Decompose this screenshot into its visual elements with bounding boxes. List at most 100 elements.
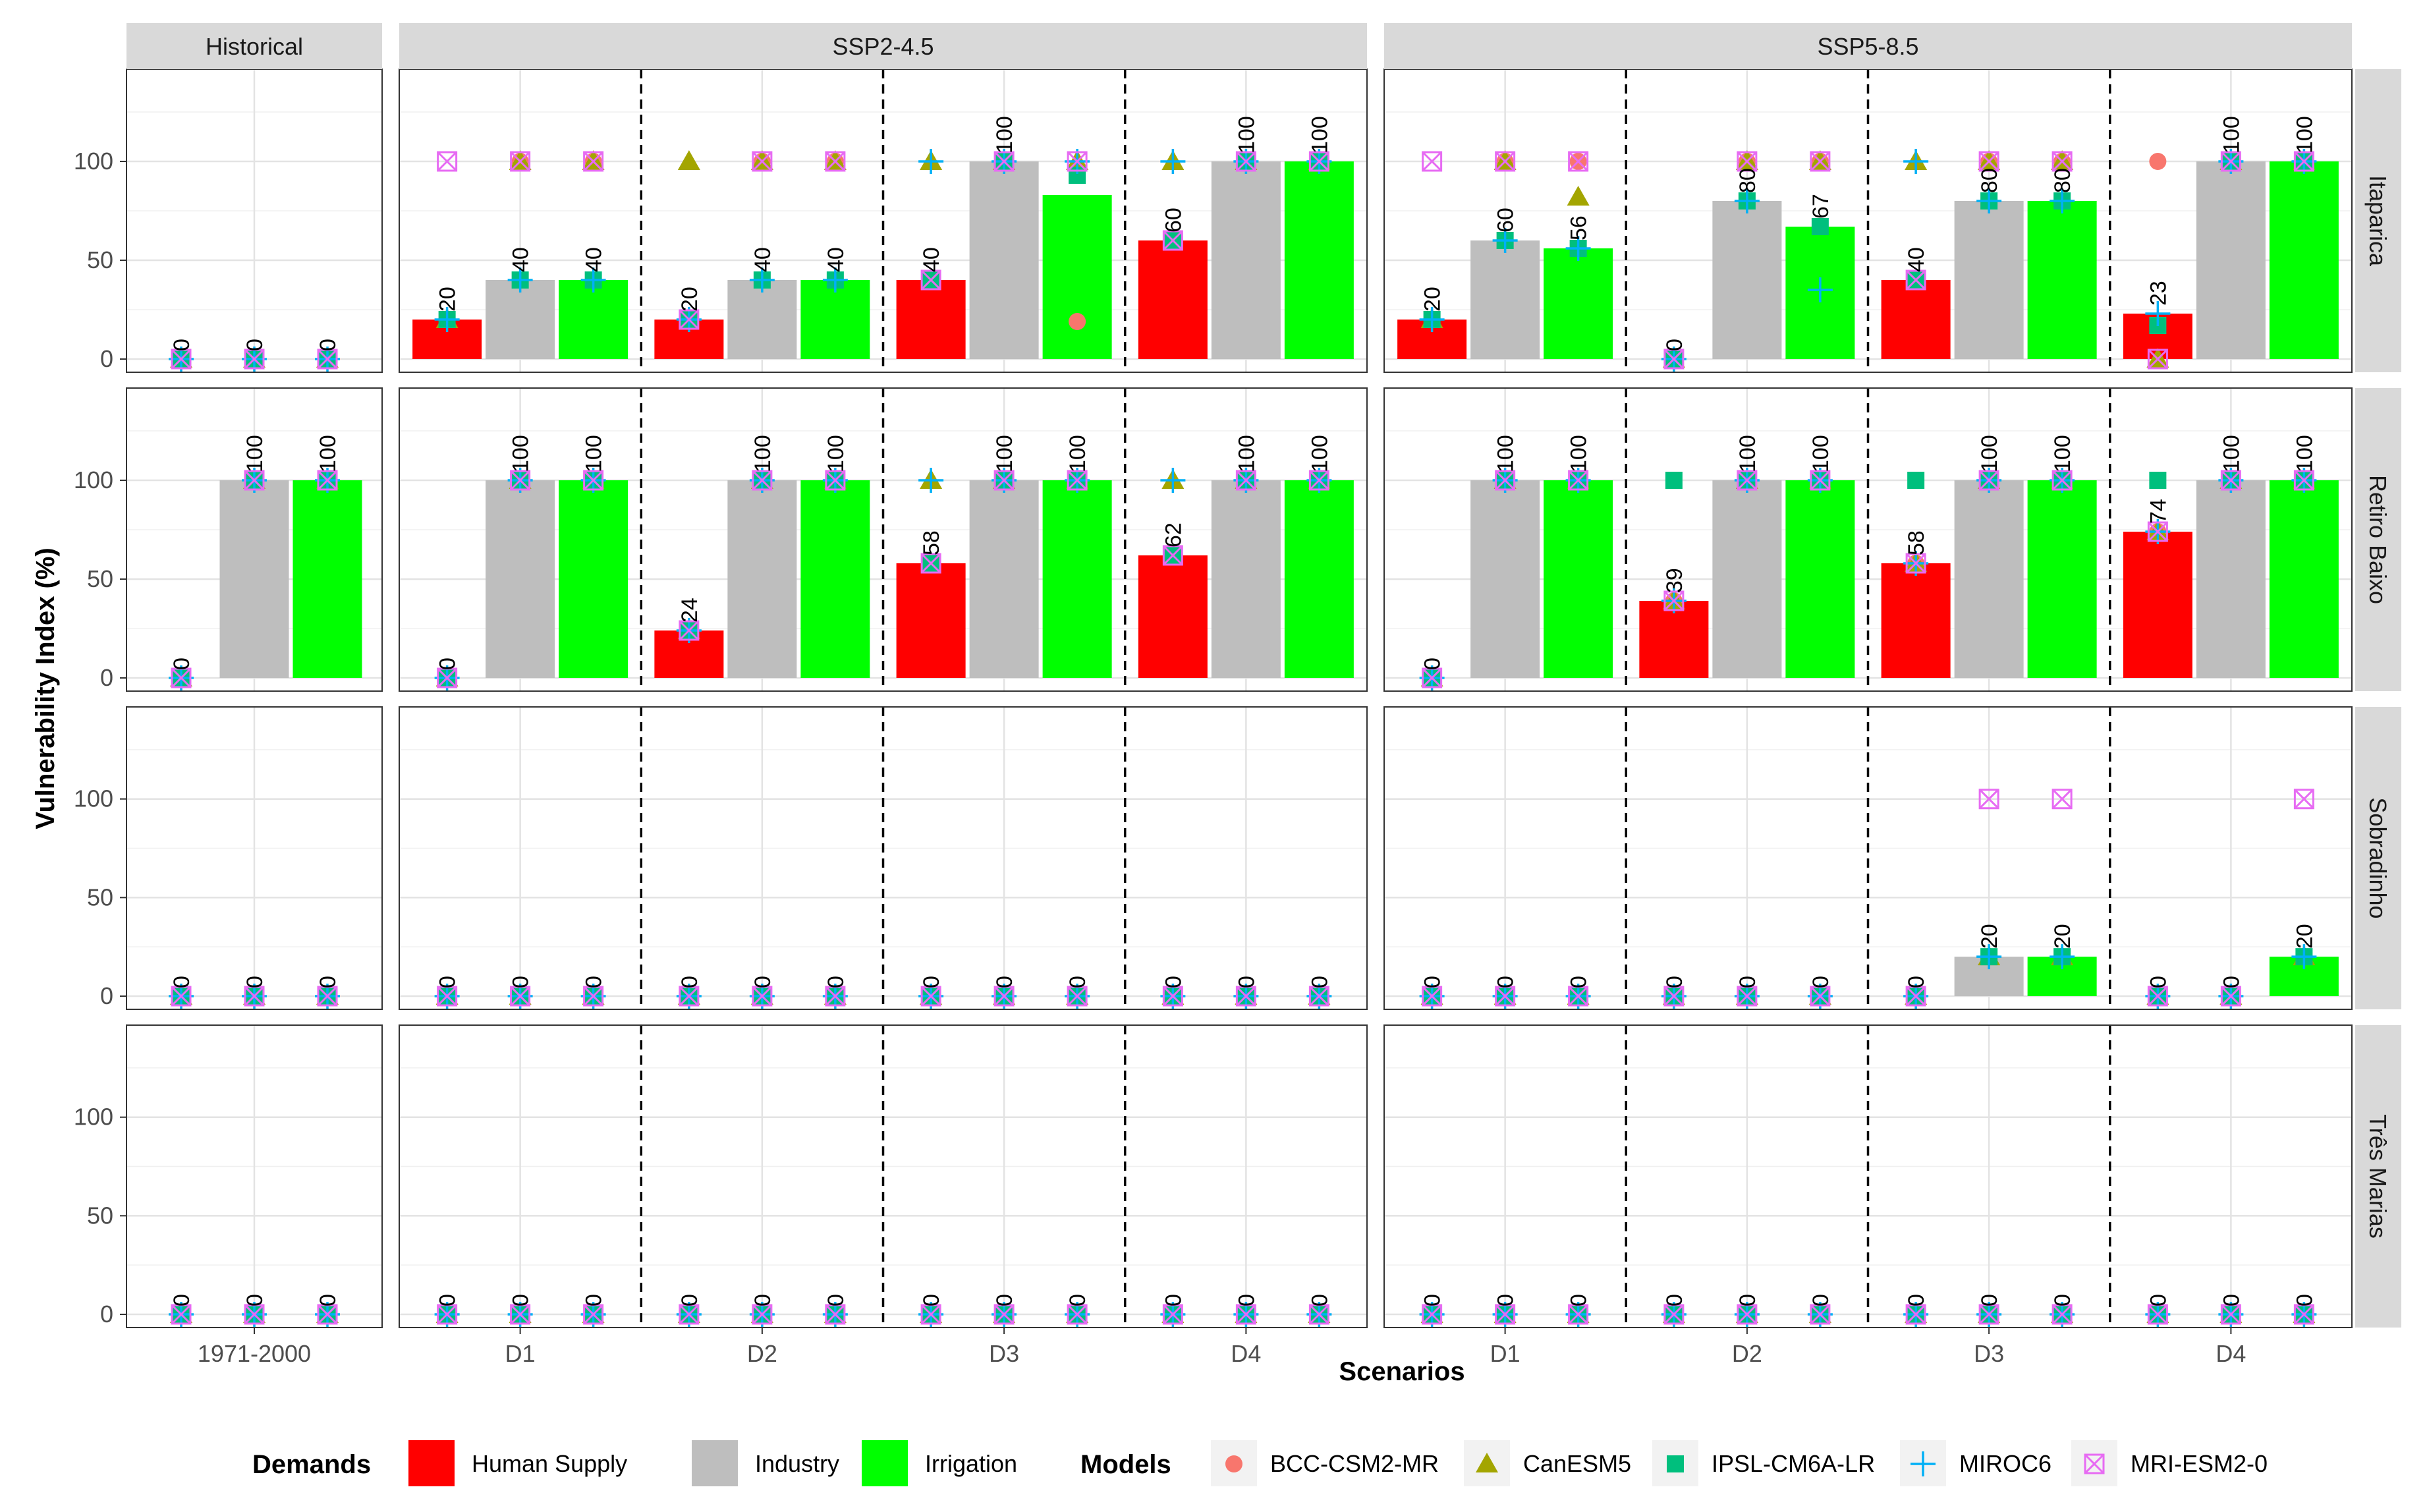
panel-border <box>399 706 1368 1010</box>
model-point-mri <box>437 1304 458 1325</box>
bar-value-label: 100 <box>992 116 1017 154</box>
model-point-mri <box>825 151 846 172</box>
model-point-bcc <box>1069 313 1086 330</box>
bar-in <box>1712 480 1782 678</box>
bar-value-label: 0 <box>1904 976 1929 988</box>
legend-model-label: IPSL-CM6A-LR <box>1712 1450 1875 1477</box>
model-point-mri <box>244 1304 265 1325</box>
y-tick-label: 0 <box>100 345 113 372</box>
panel-border <box>1383 1024 2353 1328</box>
bar-ir <box>559 280 628 359</box>
bar-value-label: 0 <box>1662 339 1687 351</box>
bar-hs <box>896 563 966 678</box>
model-point-mri <box>437 667 458 688</box>
bar-value-label: 0 <box>2146 1294 2171 1306</box>
bar-in <box>1211 161 1281 359</box>
model-point-ipsl <box>1665 472 1683 489</box>
panels-layer: 0 0 0 20 40 40 20 40 40 40 100 60 100 100 20 60 56 0 80 67 4… <box>126 69 2353 1328</box>
bar-value-label: 100 <box>582 435 607 472</box>
legend-demand-label: Irrigation <box>925 1450 1017 1477</box>
model-point-mri <box>244 470 265 491</box>
model-point-mri <box>825 470 846 491</box>
panel-hist-0: 0 0 0 <box>126 69 383 373</box>
model-point-mri <box>1422 151 1443 172</box>
model-point-miroc <box>580 267 606 293</box>
legend-marker-miroc <box>1911 1451 1936 1476</box>
panel-ssp245-3: 0 0 0 0 0 0 0 0 0 0 0 0 <box>399 1024 1368 1328</box>
model-point-mri <box>317 1304 338 1325</box>
model-point-mri <box>1308 986 1329 1007</box>
panel-ssp585-1: 0 100 100 39 100 100 58 100 100 74 100 100 <box>1383 387 2353 692</box>
bar-value-label: 0 <box>435 1294 460 1306</box>
x-tick-label: D2 <box>1732 1340 1762 1367</box>
model-point-mri <box>510 151 531 172</box>
legend-demand-label: Industry <box>755 1450 839 1477</box>
legend-model-label: CanESM5 <box>1523 1450 1631 1477</box>
model-point-mri <box>2147 1304 2168 1325</box>
model-point-miroc <box>434 307 460 332</box>
bar-value-label: 0 <box>169 339 194 351</box>
bar-ir <box>1042 480 1112 678</box>
model-point-miroc <box>1976 188 2002 213</box>
bar-value-label: 0 <box>1420 976 1445 988</box>
panel-ssp245-2: 0 0 0 0 0 0 0 0 0 0 0 0 <box>399 706 1368 1010</box>
model-point-miroc <box>822 267 848 293</box>
bar-value-label: 20 <box>435 287 460 312</box>
panel-ssp585-0: 20 60 56 0 80 67 40 80 80 23 100 100 <box>1383 69 2353 373</box>
bar-value-label: 100 <box>750 435 775 472</box>
model-point-mri <box>1308 151 1329 172</box>
x-tick-label: D3 <box>989 1340 1019 1367</box>
bar-value-label: 100 <box>1735 435 1760 472</box>
legend-models-title: Models <box>1080 1450 1171 1479</box>
bar-value-label: 0 <box>1808 1294 1833 1306</box>
model-point-mri <box>825 1304 846 1325</box>
model-point-mri <box>1978 789 1999 810</box>
row-strip <box>2355 707 2401 1009</box>
bar-value-label: 0 <box>1904 1294 1929 1306</box>
row-strip <box>2355 1025 2401 1328</box>
model-point-mri <box>1495 151 1516 172</box>
model-point-mri <box>1067 470 1088 491</box>
y-tick-label: 0 <box>100 664 113 691</box>
bar-value-label: 0 <box>750 976 775 988</box>
axes-layer: 0 50 100 0 50 100 0 50 100 1971-2000 D1 D2 D3 D4 D1 D2 D… <box>74 148 2246 1367</box>
bar-ir <box>800 480 870 678</box>
model-point-mri <box>993 986 1015 1007</box>
model-point-mri <box>1067 1304 1088 1325</box>
bar-value-label: 40 <box>823 247 849 272</box>
y-tick-label: 0 <box>100 982 113 1009</box>
model-point-mri <box>583 151 604 172</box>
model-point-miroc <box>507 267 533 293</box>
model-point-mri <box>1737 470 1758 491</box>
row-strip-label: Retiro Baixo <box>2364 475 2391 604</box>
panel-border <box>126 706 383 1010</box>
bar-value-label: 100 <box>2050 435 2075 472</box>
model-point-mri <box>1663 590 1685 611</box>
bar-value-label: 0 <box>1662 976 1687 988</box>
bar-value-label: 0 <box>750 1294 775 1306</box>
bar-value-label: 80 <box>2050 168 2075 193</box>
bar-value-label: 0 <box>1161 976 1186 988</box>
model-point-mri <box>2051 1304 2073 1325</box>
bar-value-label: 0 <box>582 1294 607 1306</box>
bar-value-label: 39 <box>1662 568 1687 593</box>
bar-in <box>1470 240 1540 359</box>
bar-value-label: 0 <box>1065 976 1090 988</box>
bar-hs <box>1881 280 1951 359</box>
x-tick-label: D4 <box>1231 1340 1261 1367</box>
bar-value-label: 40 <box>750 247 775 272</box>
model-point-mri <box>1308 1304 1329 1325</box>
model-point-mri <box>2220 470 2241 491</box>
bar-value-label: 40 <box>919 247 944 272</box>
panel-background <box>1384 707 2352 1009</box>
model-point-miroc <box>2291 944 2317 970</box>
row-strip <box>2355 69 2401 372</box>
model-point-mri <box>510 1304 531 1325</box>
bar-value-label: 100 <box>2292 116 2317 154</box>
bar-value-label: 0 <box>823 1294 849 1306</box>
bar-value-label: 0 <box>435 976 460 988</box>
model-point-mri <box>2220 1304 2241 1325</box>
y-tick-label: 100 <box>74 785 113 812</box>
legend-model-label: MRI-ESM2-0 <box>2131 1450 2268 1477</box>
bar-value-label: 0 <box>823 976 849 988</box>
